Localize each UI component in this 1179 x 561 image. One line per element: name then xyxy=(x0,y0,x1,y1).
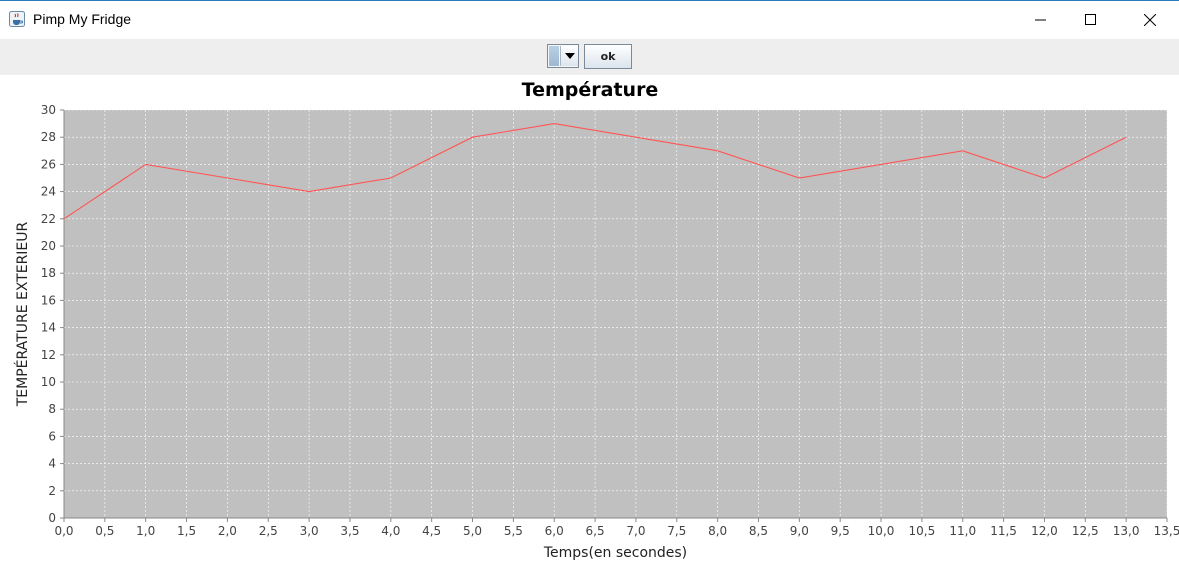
x-tick-label: 13,5 xyxy=(1154,524,1179,538)
chart-title: Température xyxy=(522,79,659,101)
x-tick-label: 10,0 xyxy=(868,524,895,538)
grid-lines xyxy=(64,109,1168,518)
y-tick-label: 12 xyxy=(41,348,56,362)
minimize-icon xyxy=(1035,19,1046,21)
window-title: Pimp My Fridge xyxy=(33,11,132,27)
y-tick-label: 14 xyxy=(41,321,56,335)
y-axis-label: TEMPÉRATURE EXTERIEUR xyxy=(14,221,31,407)
x-axis-ticks: 0,0 0,5 1,0 1,5 2,0 2,5 3,0 3,5 4,0 4,5 5,0 5,5 6,0 6… xyxy=(54,518,1179,538)
x-tick-label: 5,5 xyxy=(504,524,523,538)
x-tick-label: 4,5 xyxy=(422,524,441,538)
y-tick-label: 6 xyxy=(48,429,56,443)
y-tick-label: 16 xyxy=(41,293,56,307)
x-tick-label: 1,0 xyxy=(136,524,155,538)
x-tick-label: 11,0 xyxy=(949,524,976,538)
y-tick-label: 8 xyxy=(48,402,56,416)
x-tick-label: 12,0 xyxy=(1031,524,1058,538)
y-tick-label: 26 xyxy=(41,157,56,171)
x-tick-label: 6,0 xyxy=(545,524,564,538)
x-tick-label: 8,0 xyxy=(708,524,727,538)
y-tick-label: 30 xyxy=(41,103,56,117)
x-tick-label: 7,0 xyxy=(626,524,645,538)
x-tick-label: 10,5 xyxy=(909,524,936,538)
close-icon xyxy=(1144,14,1156,26)
y-tick-label: 18 xyxy=(41,266,56,280)
x-tick-label: 13,0 xyxy=(1113,524,1140,538)
x-tick-label: 11,5 xyxy=(990,524,1017,538)
chart-panel: Température 0,0 0,5 1,0 1,5 2,0 2,5 3,0 3,5 4,0 4… xyxy=(0,75,1179,561)
x-tick-label: 2,5 xyxy=(259,524,278,538)
x-tick-label: 8,5 xyxy=(749,524,768,538)
x-tick-label: 7,5 xyxy=(667,524,686,538)
y-tick-label: 2 xyxy=(48,484,56,498)
close-button[interactable] xyxy=(1127,1,1173,39)
y-tick-label: 20 xyxy=(41,239,56,253)
x-tick-label: 1,5 xyxy=(177,524,196,538)
x-tick-label: 6,5 xyxy=(586,524,605,538)
minimize-button[interactable] xyxy=(1018,1,1064,39)
ok-button[interactable]: ok xyxy=(584,44,632,69)
y-tick-label: 10 xyxy=(41,375,56,389)
combobox-value xyxy=(549,46,559,66)
x-tick-label: 9,0 xyxy=(790,524,809,538)
maximize-button[interactable] xyxy=(1068,1,1114,39)
maximize-icon xyxy=(1085,14,1096,25)
temperature-chart: Température 0,0 0,5 1,0 1,5 2,0 2,5 3,0 3,5 4,0 4… xyxy=(14,79,1179,561)
plot-background xyxy=(64,110,1167,518)
sensor-combobox[interactable] xyxy=(547,44,579,68)
x-tick-label: 0,0 xyxy=(54,524,73,538)
y-tick-label: 28 xyxy=(41,130,56,144)
axes xyxy=(63,110,1167,519)
series-line xyxy=(63,123,1127,220)
combobox-arrow-button[interactable] xyxy=(560,46,578,66)
x-tick-label: 12,5 xyxy=(1072,524,1099,538)
toolbar: ok xyxy=(0,39,1179,75)
x-tick-label: 4,0 xyxy=(381,524,400,538)
y-tick-label: 24 xyxy=(41,185,56,199)
y-tick-label: 4 xyxy=(48,457,56,471)
chevron-down-icon xyxy=(564,53,575,59)
y-tick-label: 0 xyxy=(48,511,56,525)
title-bar[interactable]: Pimp My Fridge xyxy=(0,1,1179,39)
x-tick-label: 5,0 xyxy=(463,524,482,538)
series-group xyxy=(63,123,1127,220)
x-axis-label: Temps(en secondes) xyxy=(543,545,687,561)
java-coffee-icon xyxy=(9,11,25,27)
x-tick-label: 2,0 xyxy=(218,524,237,538)
x-tick-label: 9,5 xyxy=(831,524,850,538)
x-tick-label: 3,0 xyxy=(300,524,319,538)
y-tick-label: 22 xyxy=(41,212,56,226)
x-tick-label: 3,5 xyxy=(340,524,359,538)
x-tick-label: 0,5 xyxy=(95,524,114,538)
